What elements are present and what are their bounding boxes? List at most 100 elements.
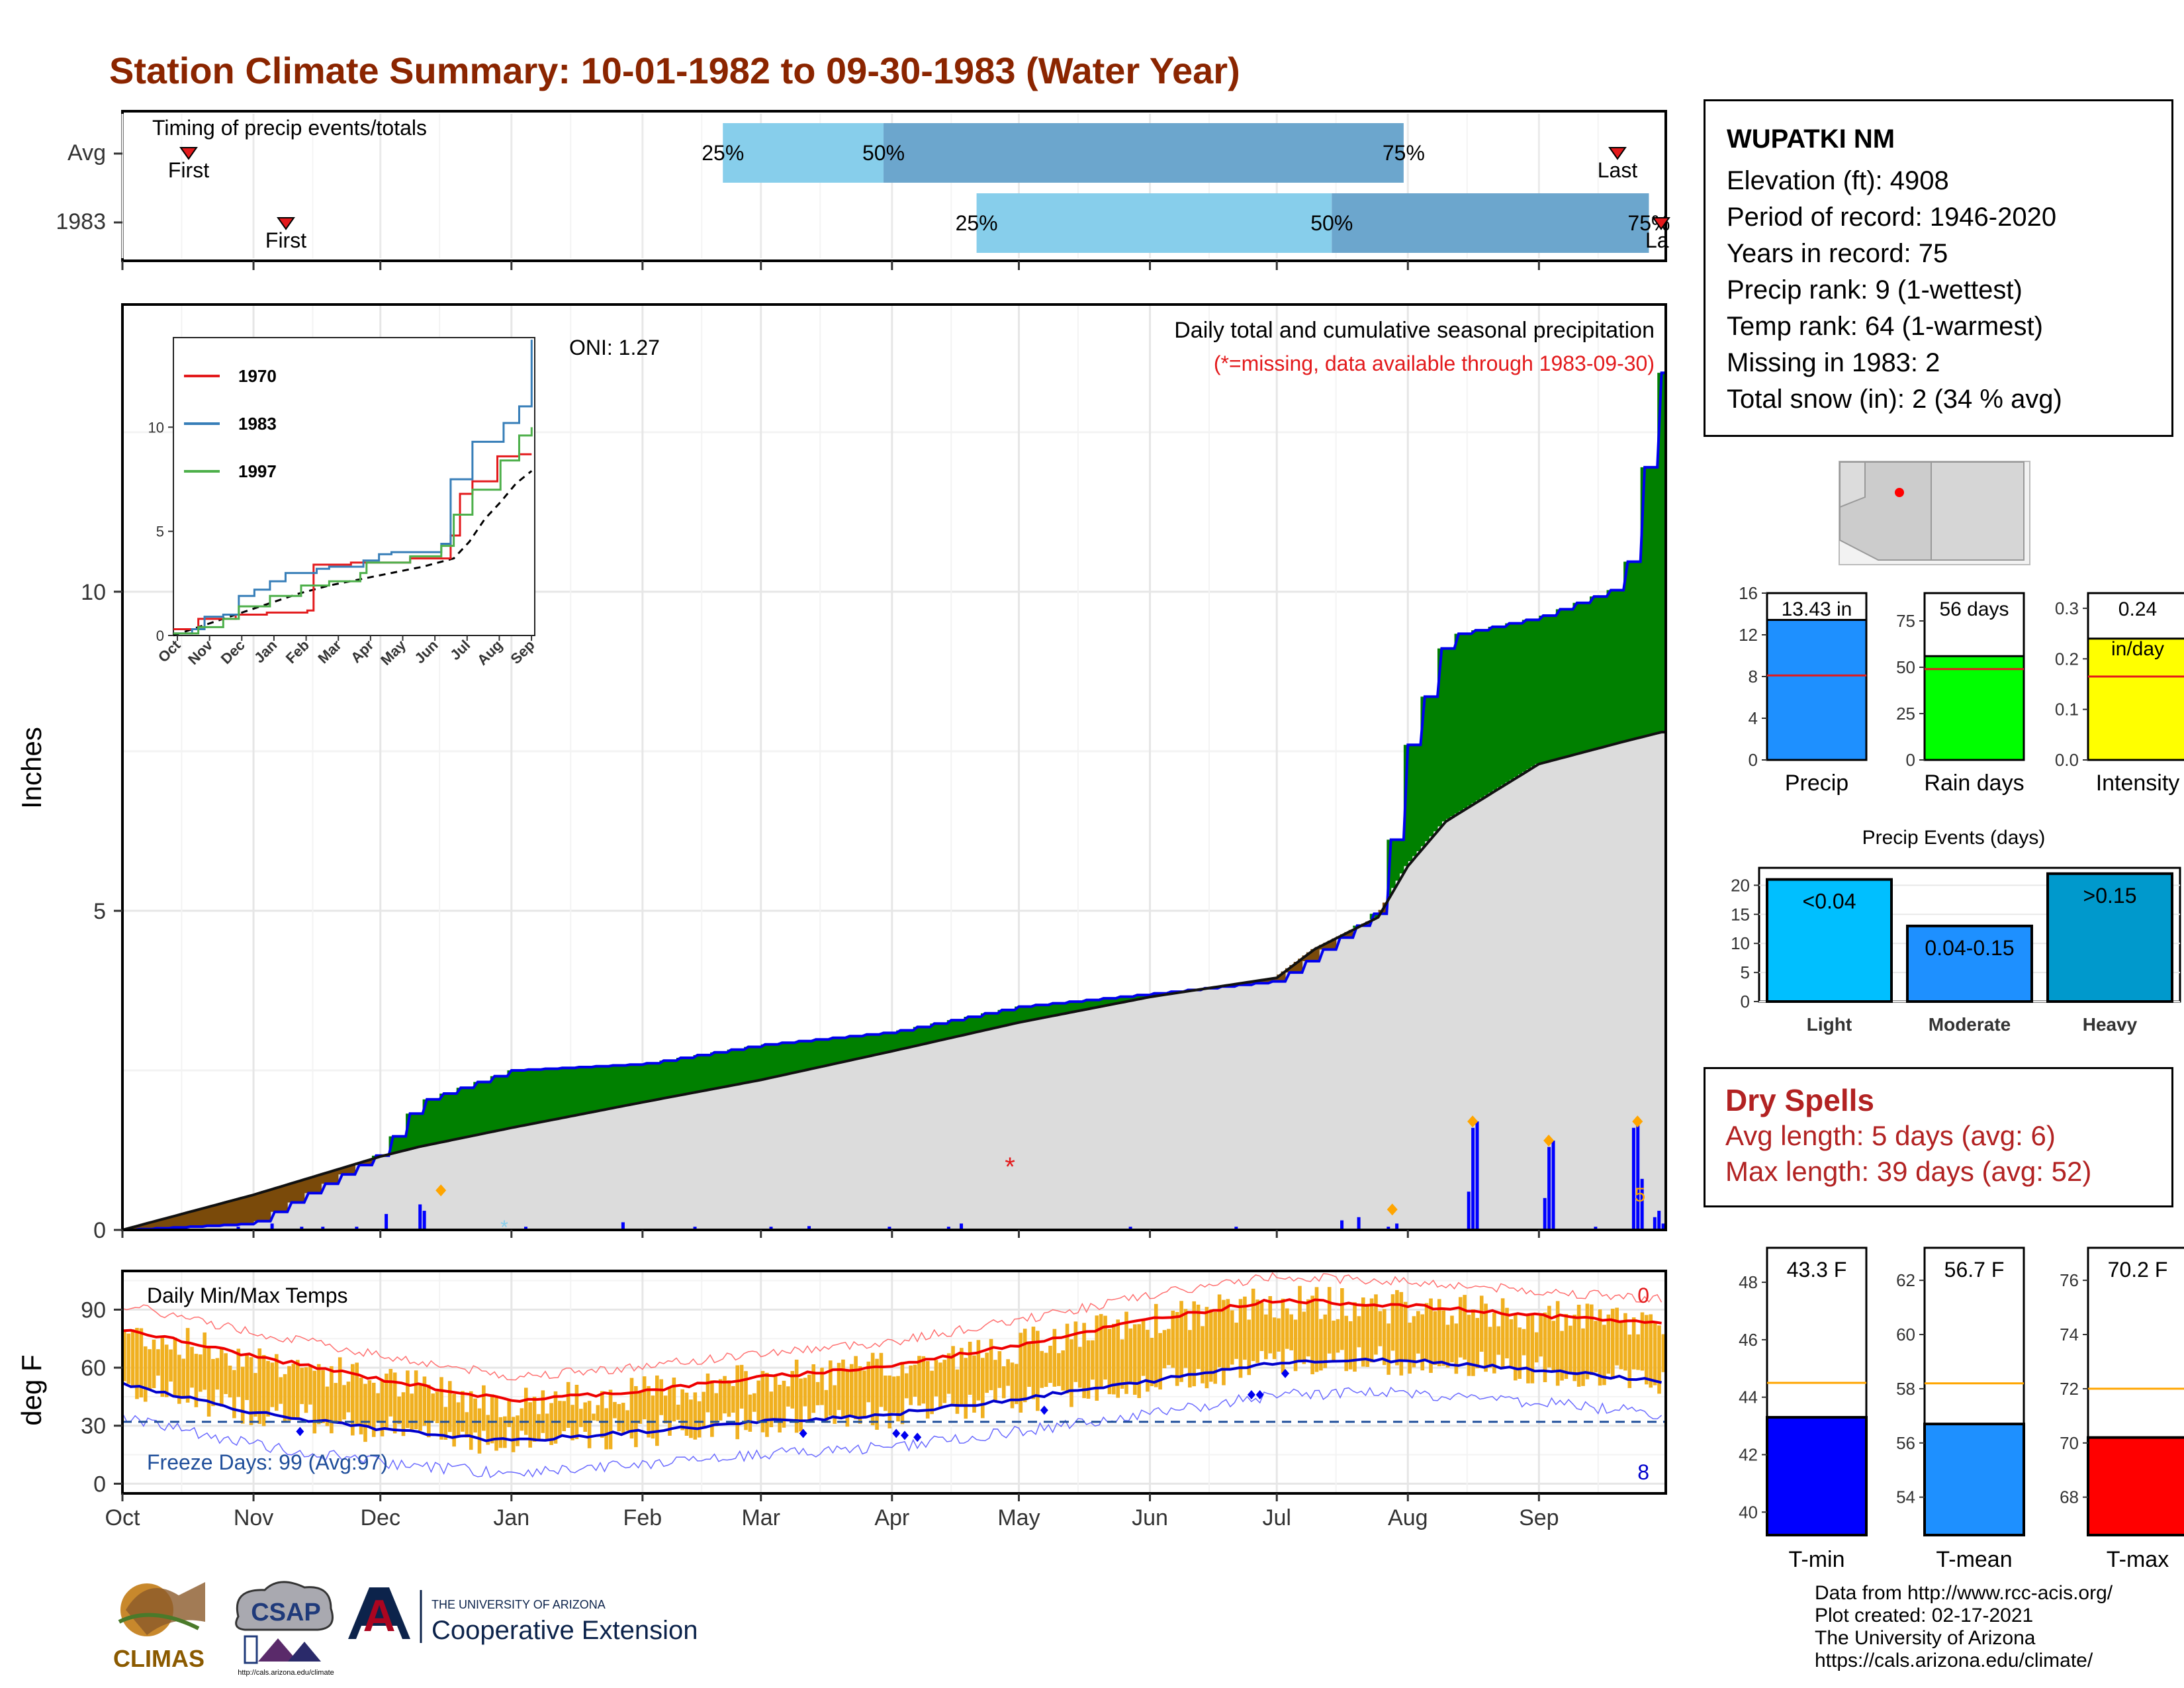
daily-temp-bar (1555, 1301, 1560, 1386)
above-avg-area (604, 1066, 610, 1109)
daily-temp-bar (1289, 1314, 1293, 1350)
dry-max-length: Max length: 39 days (avg: 52) (1725, 1156, 2092, 1187)
daily-temp-bar (397, 1396, 401, 1425)
daily-temp-bar (727, 1380, 731, 1417)
dry-spells-title: Dry Spells (1725, 1083, 1874, 1117)
daily-temp-bar (731, 1385, 735, 1413)
daily-temp-bar (232, 1370, 236, 1419)
mini-bar-tick: 75 (1896, 611, 1915, 631)
daily-temp-bar (1576, 1305, 1581, 1387)
daily-temp-bar (266, 1360, 270, 1417)
daily-temp-bar (642, 1376, 647, 1420)
daily-temp-bar (837, 1362, 841, 1411)
below-avg-area (363, 1160, 369, 1165)
daily-precip-bar (1234, 1227, 1238, 1230)
daily-temp-bar (300, 1368, 304, 1405)
daily-temp-bar (558, 1401, 562, 1436)
daily-temp-bar (1027, 1343, 1031, 1387)
above-avg-area (942, 1023, 948, 1039)
above-avg-area (1091, 1000, 1096, 1008)
temp-bar-tick: 72 (2060, 1379, 2079, 1399)
above-avg-area (756, 1047, 762, 1080)
above-avg-area (845, 1036, 850, 1061)
temp-bar-tick: 48 (1739, 1272, 1758, 1292)
daily-temp-bar (520, 1408, 524, 1431)
above-avg-area (1475, 630, 1480, 801)
above-avg-area (731, 1049, 737, 1085)
daily-temp-bar (1361, 1297, 1365, 1367)
daily-temp-bar (1061, 1350, 1065, 1391)
daily-temp-bar (964, 1358, 968, 1419)
daily-temp-bar (1238, 1299, 1243, 1378)
below-avg-area (139, 1224, 144, 1229)
daily-temp-bar (629, 1378, 634, 1439)
timing-bar-50-75 (884, 123, 1404, 183)
daily-temp-bar (566, 1382, 570, 1429)
above-avg-area (663, 1060, 668, 1098)
daily-temp-bar (304, 1367, 308, 1413)
daily-temp-bar (532, 1396, 537, 1442)
daily-temp-bar (866, 1361, 871, 1403)
temp-bar-tick: 62 (1896, 1270, 1915, 1290)
daily-temp-bar (1124, 1311, 1128, 1394)
daily-temp-bar (1598, 1309, 1602, 1386)
below-avg-area (270, 1188, 275, 1212)
daily-temp-bar (283, 1374, 287, 1423)
daily-temp-bar (1653, 1322, 1657, 1385)
daily-temp-bar (1116, 1319, 1120, 1398)
above-avg-area (401, 1136, 406, 1150)
above-avg-area (431, 1099, 436, 1144)
daily-temp-bar (1526, 1315, 1530, 1383)
events-y-tick: 15 (1731, 904, 1750, 924)
mini-bar-label: Intensity (2096, 771, 2180, 796)
below-avg-area (232, 1199, 238, 1225)
above-avg-area (1036, 1005, 1041, 1019)
above-avg-area (900, 1030, 905, 1049)
below-avg-area (295, 1180, 300, 1203)
daily-temp-bar (270, 1362, 275, 1407)
above-avg-area (435, 1099, 440, 1143)
station-temp-rank: Temp rank: 64 (1-warmest) (1727, 312, 2043, 341)
daily-temp-bar (849, 1364, 854, 1416)
above-avg-area (461, 1088, 466, 1138)
timing-last-marker-year (1652, 217, 1670, 230)
daily-temp-bar (249, 1357, 253, 1425)
daily-temp-bar (794, 1359, 799, 1433)
daily-precip-bar (960, 1223, 964, 1230)
above-avg-area (1534, 620, 1539, 765)
daily-temp-bar (1302, 1311, 1306, 1364)
above-avg-area (545, 1068, 550, 1121)
temp-bar-tick: 60 (1896, 1325, 1915, 1344)
daily-temp-bar (1006, 1359, 1010, 1386)
daily-temp-bar (1581, 1328, 1585, 1386)
heavy-precip-marker (1543, 1135, 1555, 1147)
above-avg-area (672, 1060, 677, 1096)
daily-temp-bar (160, 1336, 165, 1397)
daily-temp-bar (122, 1331, 126, 1382)
daily-temp-bar (236, 1348, 241, 1397)
daily-temp-bar (376, 1393, 380, 1423)
above-avg-area (1027, 1006, 1032, 1020)
daily-temp-bar (295, 1360, 300, 1419)
above-avg-area (1086, 1000, 1091, 1009)
daily-temp-bar (490, 1394, 494, 1444)
events-title: Precip Events (days) (1862, 827, 2046, 849)
ua-letter: A (363, 1591, 395, 1641)
temp-bar-value-label: 43.3 F (1787, 1258, 1847, 1282)
below-avg-area (316, 1174, 322, 1194)
above-avg-area (1594, 596, 1599, 749)
temp-title: Daily Min/Max Temps (147, 1284, 347, 1307)
daily-temp-bar (1298, 1286, 1302, 1362)
daily-temp-bar (359, 1378, 363, 1434)
above-avg-area (1424, 696, 1430, 841)
temp-x-tick: Jul (1262, 1505, 1291, 1530)
above-avg-area (689, 1058, 694, 1093)
daily-temp-bar (447, 1381, 452, 1432)
below-avg-area (1323, 943, 1328, 950)
temp-x-tick: Jan (493, 1505, 529, 1530)
above-avg-area (617, 1065, 622, 1107)
daily-temp-bar (1285, 1308, 1289, 1349)
daily-temp-bar (1509, 1319, 1514, 1367)
daily-temp-bar (702, 1391, 705, 1427)
above-avg-area (1107, 998, 1113, 1005)
